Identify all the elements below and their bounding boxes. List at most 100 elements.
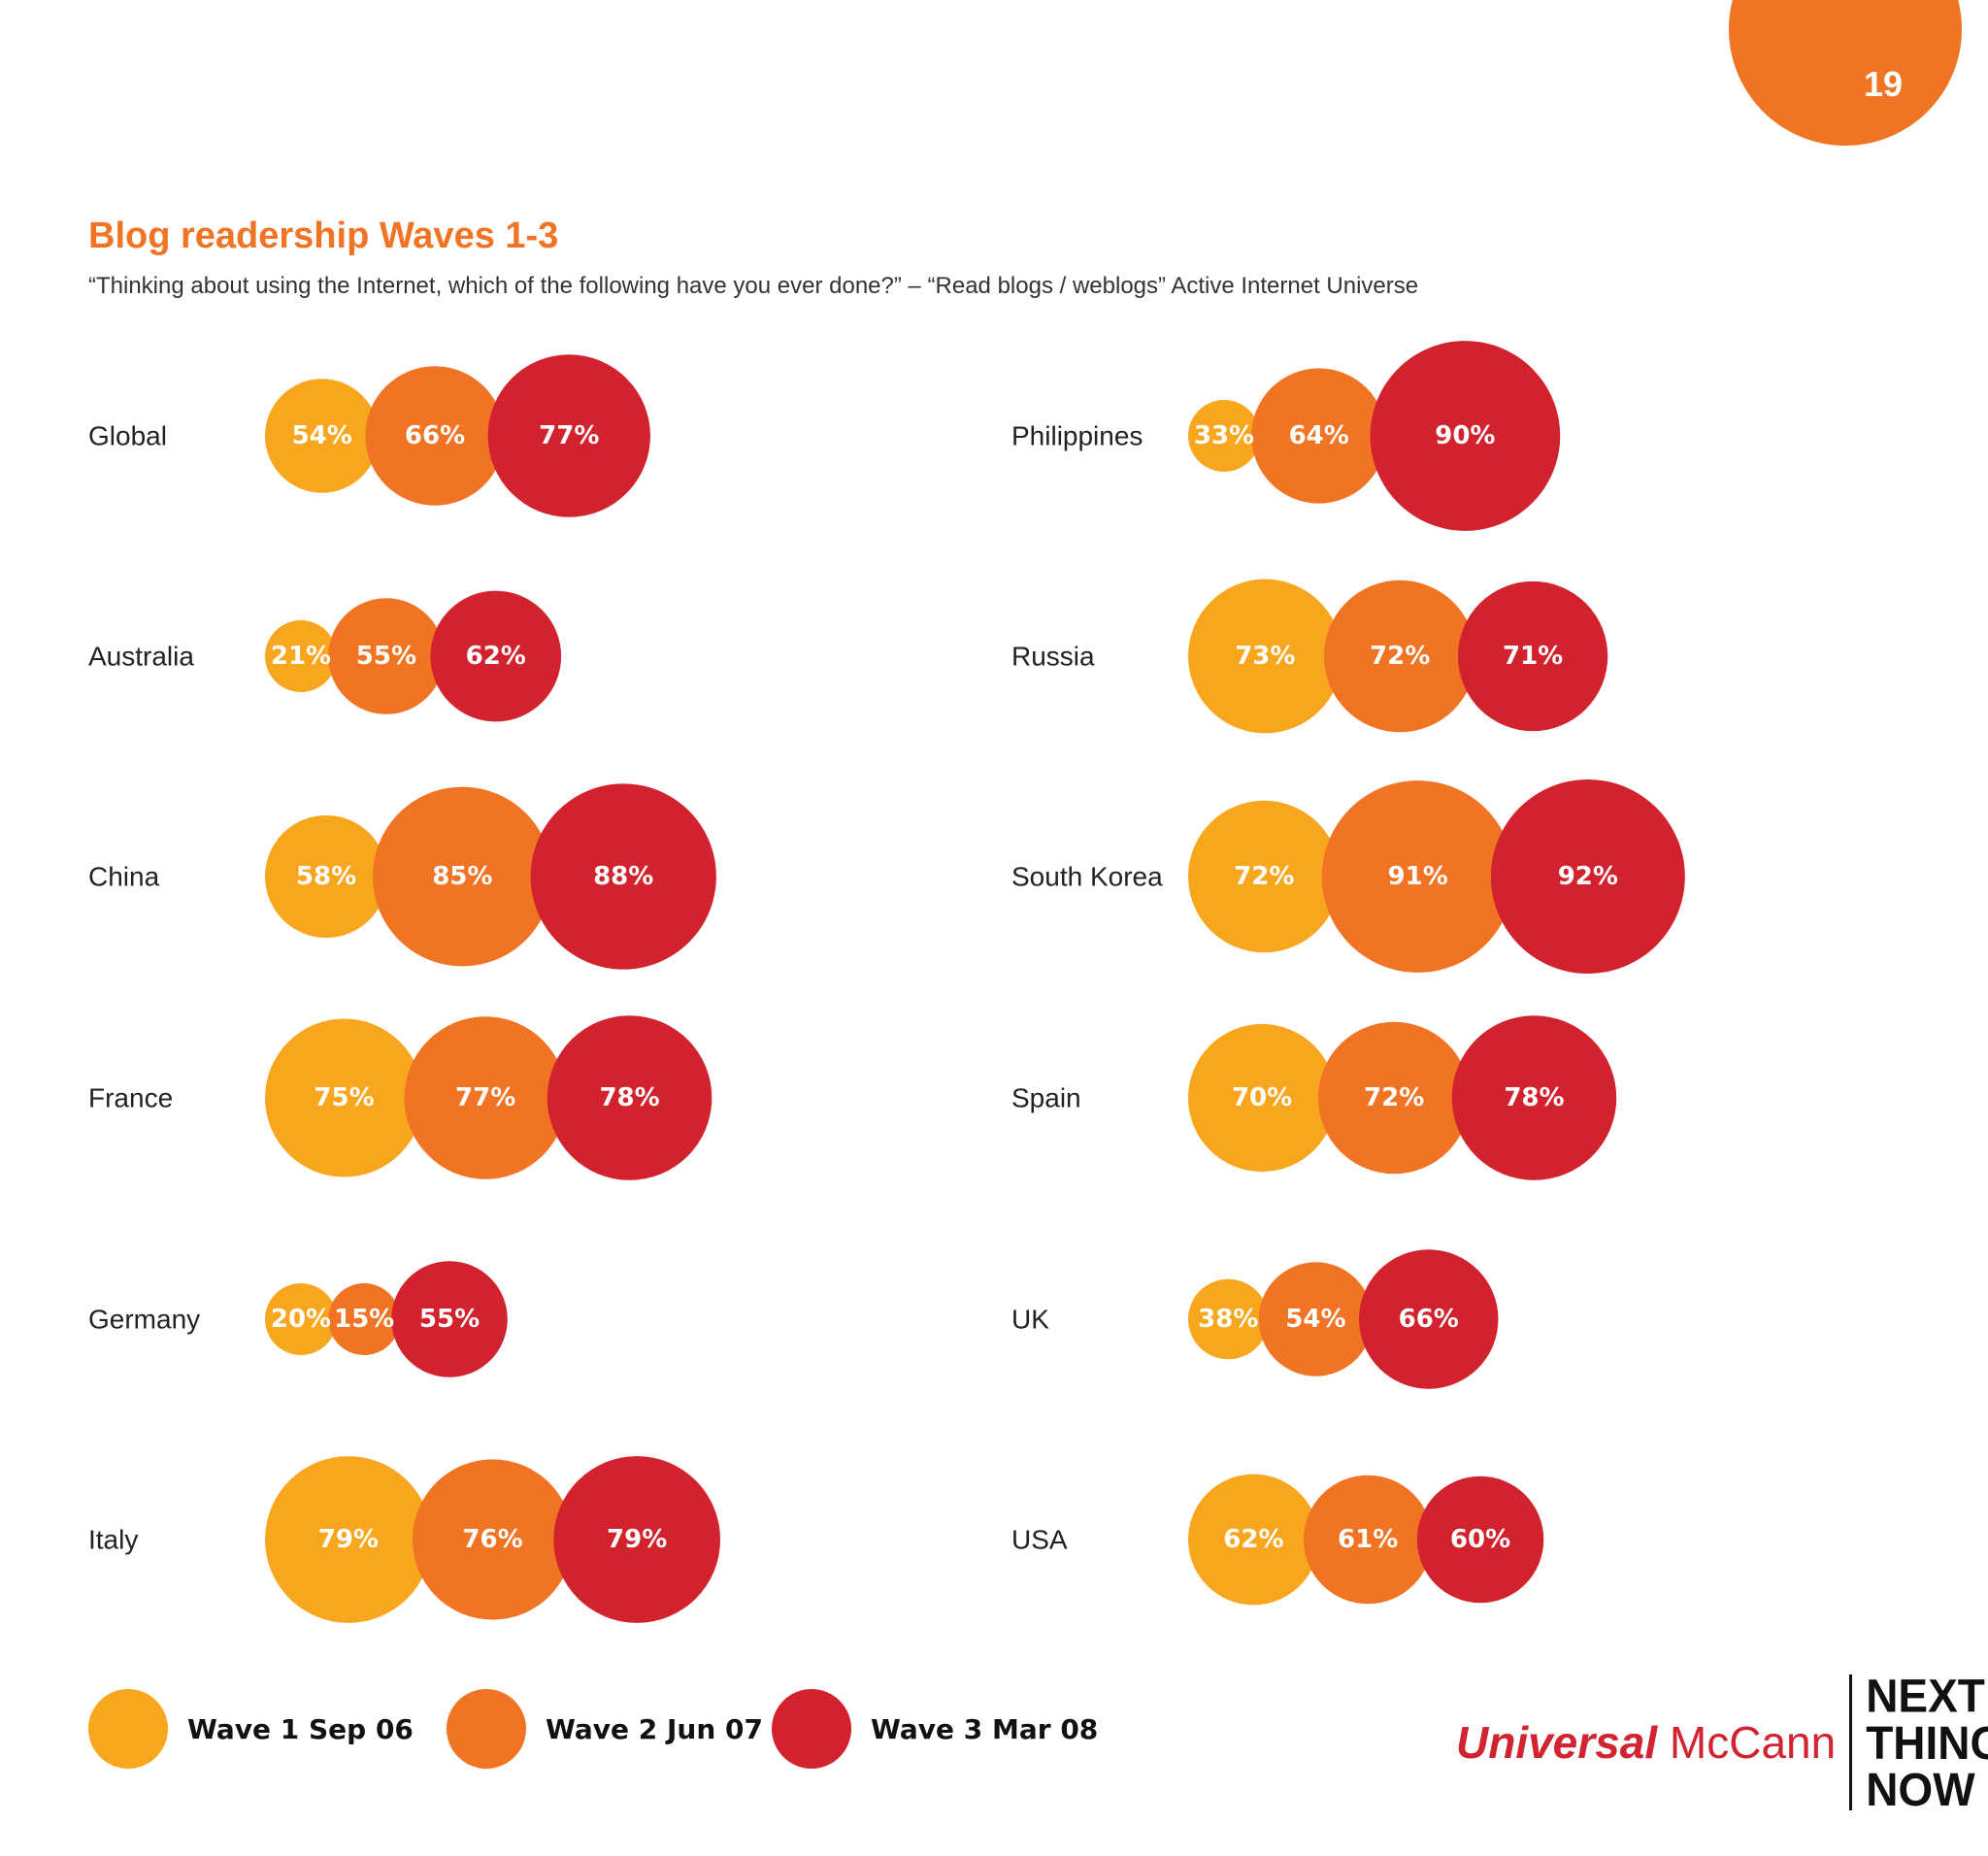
logo-brand-mccann: McCann bbox=[1669, 1717, 1837, 1768]
bubble-label-spain-wave-2: 72% bbox=[1364, 1083, 1424, 1112]
row-label-germany: Germany bbox=[88, 1305, 200, 1335]
row-label-russia: Russia bbox=[1011, 642, 1095, 672]
bubble-label-philippines-wave-1: 33% bbox=[1194, 421, 1254, 450]
bubble-global-wave-1 bbox=[265, 379, 380, 493]
bubble-uk-wave-2 bbox=[1258, 1262, 1374, 1376]
bubble-spain-wave-1 bbox=[1188, 1023, 1337, 1173]
bubble-italy-wave-1 bbox=[265, 1456, 432, 1623]
bubble-label-australia-wave-1: 21% bbox=[271, 642, 331, 671]
bubble-russia-wave-3 bbox=[1457, 580, 1608, 732]
legend-swatch-wave-2 bbox=[447, 1689, 526, 1769]
bubble-spain-wave-2 bbox=[1317, 1021, 1471, 1175]
bubble-label-france-wave-1: 75% bbox=[314, 1083, 374, 1112]
bubble-label-south-korea-wave-1: 72% bbox=[1234, 862, 1294, 891]
bubble-global-wave-2 bbox=[365, 366, 505, 506]
legend-swatch-wave-3 bbox=[772, 1689, 851, 1769]
legend-item-wave-2: Wave 2 Jun 07 bbox=[447, 1689, 763, 1769]
bubble-australia-wave-1 bbox=[265, 620, 337, 692]
bubble-label-germany-wave-1: 20% bbox=[271, 1305, 331, 1334]
row-label-uk: UK bbox=[1011, 1305, 1049, 1335]
bubble-label-usa-wave-3: 60% bbox=[1450, 1525, 1510, 1554]
bubble-chart: Global 54% 66% 77% Australia 21% 55% 62% China 58… bbox=[88, 341, 1685, 1623]
chart-subtitle: “Thinking about using the Internet, whic… bbox=[88, 273, 1419, 299]
bubble-label-global-wave-3: 77% bbox=[539, 421, 599, 450]
bubble-label-uk-wave-1: 38% bbox=[1198, 1305, 1258, 1334]
bubble-label-usa-wave-1: 62% bbox=[1223, 1525, 1283, 1554]
bubble-label-china-wave-1: 58% bbox=[296, 862, 356, 891]
bubble-france-wave-1 bbox=[265, 1018, 424, 1177]
bubble-russia-wave-1 bbox=[1188, 579, 1342, 734]
legend-label-wave-2: Wave 2 Jun 07 bbox=[546, 1712, 763, 1745]
legend-swatch-wave-1 bbox=[88, 1689, 168, 1769]
bubble-label-south-korea-wave-2: 91% bbox=[1388, 862, 1448, 891]
bubble-usa-wave-2 bbox=[1303, 1475, 1433, 1605]
bubble-spain-wave-3 bbox=[1451, 1015, 1617, 1180]
bubble-italy-wave-3 bbox=[553, 1456, 721, 1623]
row-label-france: France bbox=[88, 1083, 173, 1113]
bubble-label-global-wave-2: 66% bbox=[405, 421, 465, 450]
row-label-china: China bbox=[88, 862, 160, 892]
row-label-usa: USA bbox=[1011, 1525, 1068, 1555]
bubble-label-south-korea-wave-3: 92% bbox=[1558, 862, 1618, 891]
bubble-china-wave-2 bbox=[372, 786, 552, 967]
universal-mccann-logo: Universal McCann NEXT THING NOW bbox=[1456, 1670, 1988, 1815]
bubble-label-germany-wave-2: 15% bbox=[334, 1305, 394, 1334]
logo-brand: Universal McCann bbox=[1456, 1716, 1836, 1769]
bubble-label-france-wave-3: 78% bbox=[599, 1083, 659, 1112]
bubble-south-korea-wave-3 bbox=[1490, 779, 1685, 974]
logo-divider bbox=[1849, 1674, 1853, 1810]
bubble-china-wave-1 bbox=[265, 814, 388, 939]
bubble-label-russia-wave-3: 71% bbox=[1503, 642, 1563, 671]
bubble-philippines-wave-2 bbox=[1251, 368, 1387, 504]
bubble-philippines-wave-1 bbox=[1188, 400, 1260, 472]
bubble-south-korea-wave-2 bbox=[1321, 780, 1514, 973]
bubble-germany-wave-2 bbox=[328, 1283, 401, 1355]
bubble-uk-wave-1 bbox=[1188, 1278, 1269, 1360]
bubble-label-italy-wave-3: 79% bbox=[607, 1525, 667, 1554]
bubble-label-russia-wave-2: 72% bbox=[1370, 642, 1430, 671]
row-label-spain: Spain bbox=[1011, 1083, 1081, 1113]
bubble-label-france-wave-2: 77% bbox=[455, 1083, 515, 1112]
bubble-global-wave-3 bbox=[487, 354, 650, 517]
bubble-label-philippines-wave-2: 64% bbox=[1289, 421, 1349, 450]
bubble-uk-wave-3 bbox=[1359, 1249, 1499, 1389]
bubble-germany-wave-3 bbox=[391, 1261, 508, 1377]
row-label-south-korea: South Korea bbox=[1011, 862, 1163, 892]
bubble-label-china-wave-3: 88% bbox=[593, 862, 653, 891]
legend-label-wave-1: Wave 1 Sep 06 bbox=[187, 1712, 414, 1745]
row-label-philippines: Philippines bbox=[1011, 421, 1143, 451]
bubble-label-australia-wave-2: 55% bbox=[356, 642, 416, 671]
legend-label-wave-3: Wave 3 Mar 08 bbox=[871, 1712, 1099, 1745]
bubble-usa-wave-3 bbox=[1416, 1475, 1544, 1604]
bubble-france-wave-3 bbox=[547, 1015, 712, 1180]
bubble-russia-wave-2 bbox=[1323, 580, 1476, 733]
logo-tag-line-2: THING bbox=[1866, 1715, 1988, 1770]
bubble-label-spain-wave-3: 78% bbox=[1504, 1083, 1564, 1112]
bubble-australia-wave-3 bbox=[430, 590, 562, 722]
bubble-label-spain-wave-1: 70% bbox=[1232, 1083, 1292, 1112]
bubble-usa-wave-1 bbox=[1188, 1474, 1319, 1606]
bubble-china-wave-3 bbox=[530, 783, 716, 970]
bubble-label-china-wave-2: 85% bbox=[432, 862, 492, 891]
logo-brand-universal: Universal bbox=[1456, 1717, 1658, 1768]
bubble-label-philippines-wave-3: 90% bbox=[1435, 421, 1495, 450]
bubble-australia-wave-2 bbox=[328, 598, 445, 714]
bubble-label-australia-wave-3: 62% bbox=[466, 642, 526, 671]
bubble-south-korea-wave-1 bbox=[1188, 800, 1341, 953]
bubble-label-italy-wave-1: 79% bbox=[318, 1525, 379, 1554]
bubble-label-russia-wave-1: 73% bbox=[1235, 642, 1295, 671]
bubble-germany-wave-1 bbox=[265, 1283, 337, 1355]
bubble-label-italy-wave-2: 76% bbox=[462, 1525, 522, 1554]
bubble-label-uk-wave-3: 66% bbox=[1399, 1305, 1459, 1334]
bubble-philippines-wave-3 bbox=[1370, 341, 1561, 531]
legend-item-wave-3: Wave 3 Mar 08 bbox=[772, 1689, 1098, 1769]
chart-title: Blog readership Waves 1-3 bbox=[88, 215, 559, 256]
bubble-label-uk-wave-2: 54% bbox=[1285, 1305, 1345, 1334]
bubble-label-germany-wave-3: 55% bbox=[419, 1305, 480, 1334]
logo-tag-line-3: NOW bbox=[1866, 1763, 1975, 1816]
row-label-australia: Australia bbox=[88, 642, 194, 672]
legend-item-wave-1: Wave 1 Sep 06 bbox=[88, 1689, 414, 1769]
logo-tag-line-1: NEXT bbox=[1866, 1669, 1985, 1722]
bubble-label-global-wave-1: 54% bbox=[292, 421, 352, 450]
logo-tagline: NEXT THING NOW bbox=[1866, 1673, 1988, 1813]
